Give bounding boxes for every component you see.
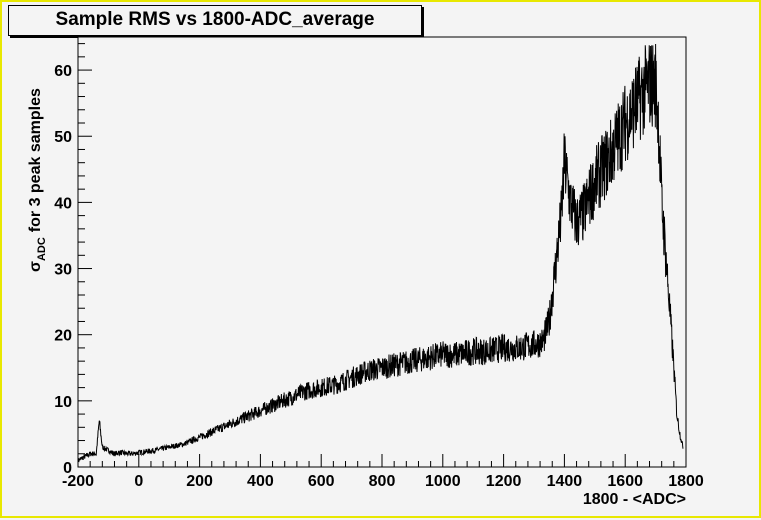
y-axis-label-sigma: σ xyxy=(27,261,44,272)
x-tick-label: 1800 xyxy=(668,473,704,490)
y-tick-label: 20 xyxy=(54,328,72,345)
series-line xyxy=(77,43,684,464)
y-tick-label: 10 xyxy=(54,394,72,411)
x-axis-ticks: -200 0 200 400 600 800 1000 1200 1400 1600 1800 xyxy=(62,454,704,490)
x-tick-label: 0 xyxy=(134,473,143,490)
x-tick-label: 1400 xyxy=(547,473,583,490)
x-tick-label: -200 xyxy=(62,473,94,490)
x-tick-label: 400 xyxy=(247,473,274,490)
plot-frame xyxy=(77,36,687,468)
y-axis-ticks: 0 10 20 30 40 50 60 xyxy=(54,43,92,477)
y-tick-label: 40 xyxy=(54,195,72,212)
y-tick-label: 30 xyxy=(54,262,72,279)
y-axis-label-subscript: ADC xyxy=(36,237,48,261)
x-tick-label: 1600 xyxy=(607,473,643,490)
y-tick-label: 50 xyxy=(54,129,72,146)
x-tick-label: 800 xyxy=(369,473,396,490)
chart-title-box: Sample RMS vs 1800-ADC_average xyxy=(8,5,422,36)
y-tick-label: 0 xyxy=(63,460,72,477)
x-tick-label: 600 xyxy=(308,473,335,490)
y-axis-label-rest: for 3 peak samples xyxy=(27,88,44,232)
x-tick-label: 1200 xyxy=(486,473,522,490)
x-tick-label: 1000 xyxy=(425,473,461,490)
x-axis-label: 1800 - <ADC> xyxy=(583,491,686,508)
y-tick-label: 60 xyxy=(54,63,72,80)
x-tick-label: 200 xyxy=(186,473,213,490)
chart-title: Sample RMS vs 1800-ADC_average xyxy=(55,9,375,30)
y-axis-label: σADC for 3 peak samples xyxy=(27,88,48,272)
